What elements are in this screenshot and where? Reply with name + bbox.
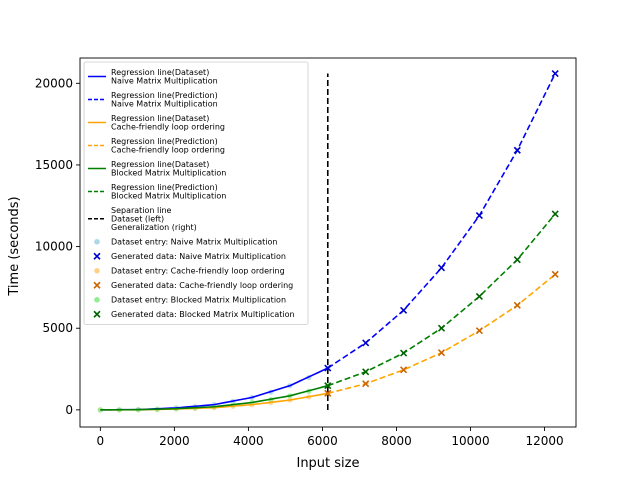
legend-label: Regression line(Dataset) <box>111 160 209 169</box>
generated-point <box>400 306 408 314</box>
legend-label: Dataset (left) <box>111 215 164 224</box>
generated-point <box>551 270 559 278</box>
generated-point <box>513 256 521 264</box>
generated-point <box>437 324 446 332</box>
y-tick-label: 20000 <box>35 76 73 90</box>
plot-content <box>97 69 559 413</box>
legend-label: Regression line(Prediction) <box>111 91 218 100</box>
x-tick-label: 0 <box>97 434 105 448</box>
generated-point <box>475 327 483 335</box>
legend-label: Regression line(Dataset) <box>111 114 209 123</box>
generated-point <box>324 389 332 397</box>
legend-label: Dataset entry: Cache-friendly loop order… <box>111 267 285 276</box>
legend-label: Dataset entry: Blocked Matrix Multiplica… <box>111 296 286 305</box>
generated-point <box>324 382 332 390</box>
legend-dot-handle <box>94 267 100 274</box>
legend-label: Blocked Matrix Multiplication <box>111 192 226 201</box>
legend-label: Dataset entry: Naive Matrix Multiplicati… <box>111 238 277 247</box>
regression-dataset-line <box>100 384 328 411</box>
axes: 0 2000 4000 6000 8000 10000 12000 0 5000 10000 150… <box>35 57 577 448</box>
legend-label: Regression line(Dataset) <box>111 68 209 77</box>
axes-frame <box>79 57 577 428</box>
legend-label: Generalization (right) <box>111 223 197 232</box>
generated-point <box>362 368 370 376</box>
legend-label: Generated data: Cache-friendly loop orde… <box>111 281 293 290</box>
legend: Regression line(Dataset)Naive Matrix Mul… <box>83 61 309 325</box>
legend-x-handle <box>93 252 101 260</box>
x-tick-label: 2000 <box>159 434 190 448</box>
dataset-point <box>97 407 103 413</box>
generated-point <box>437 264 446 272</box>
y-tick-label: 15000 <box>35 158 73 172</box>
x-tick-label: 6000 <box>307 434 338 448</box>
legend-label: Cache-friendly loop ordering <box>111 123 225 132</box>
generated-point <box>551 210 559 218</box>
legend-label: Regression line(Prediction) <box>111 183 218 192</box>
y-tick-label: 5000 <box>42 321 73 335</box>
x-tick-label: 12000 <box>525 434 563 448</box>
legend-label: Naive Matrix Multiplication <box>111 100 218 109</box>
legend-label: Blocked Matrix Multiplication <box>111 169 226 178</box>
legend-box <box>83 61 309 325</box>
x-tick-label: 10000 <box>451 434 489 448</box>
generated-point <box>362 380 370 388</box>
legend-label: Naive Matrix Multiplication <box>111 77 218 86</box>
x-tick-label: 8000 <box>381 434 412 448</box>
generated-point <box>513 301 521 309</box>
y-tick-label: 0 <box>65 403 73 417</box>
legend-x-handle <box>93 281 101 289</box>
legend-label: Cache-friendly loop ordering <box>111 146 225 155</box>
legend-label: Regression line(Prediction) <box>111 137 218 146</box>
y-tick-label: 10000 <box>35 240 73 254</box>
legend-label: Generated data: Blocked Matrix Multiplic… <box>111 310 295 319</box>
y-axis-label: Time (seconds) <box>7 196 22 296</box>
generated-point <box>400 366 408 374</box>
legend-dot-handle <box>94 296 100 303</box>
x-axis-label: Input size <box>296 456 359 471</box>
generated-point <box>475 292 483 300</box>
generated-point <box>475 211 483 220</box>
legend-label: Separation line <box>111 206 172 215</box>
generated-point <box>400 349 408 357</box>
legend-x-handle <box>93 310 101 318</box>
generated-point <box>437 349 446 357</box>
legend-dot-handle <box>94 238 100 245</box>
generated-point <box>362 339 370 347</box>
x-tick-label: 4000 <box>233 434 264 448</box>
legend-label: Generated data: Naive Matrix Multiplicat… <box>111 252 286 261</box>
generated-point <box>513 146 521 154</box>
plot-area <box>97 69 559 413</box>
generated-point <box>324 364 332 372</box>
generated-point <box>551 69 559 78</box>
